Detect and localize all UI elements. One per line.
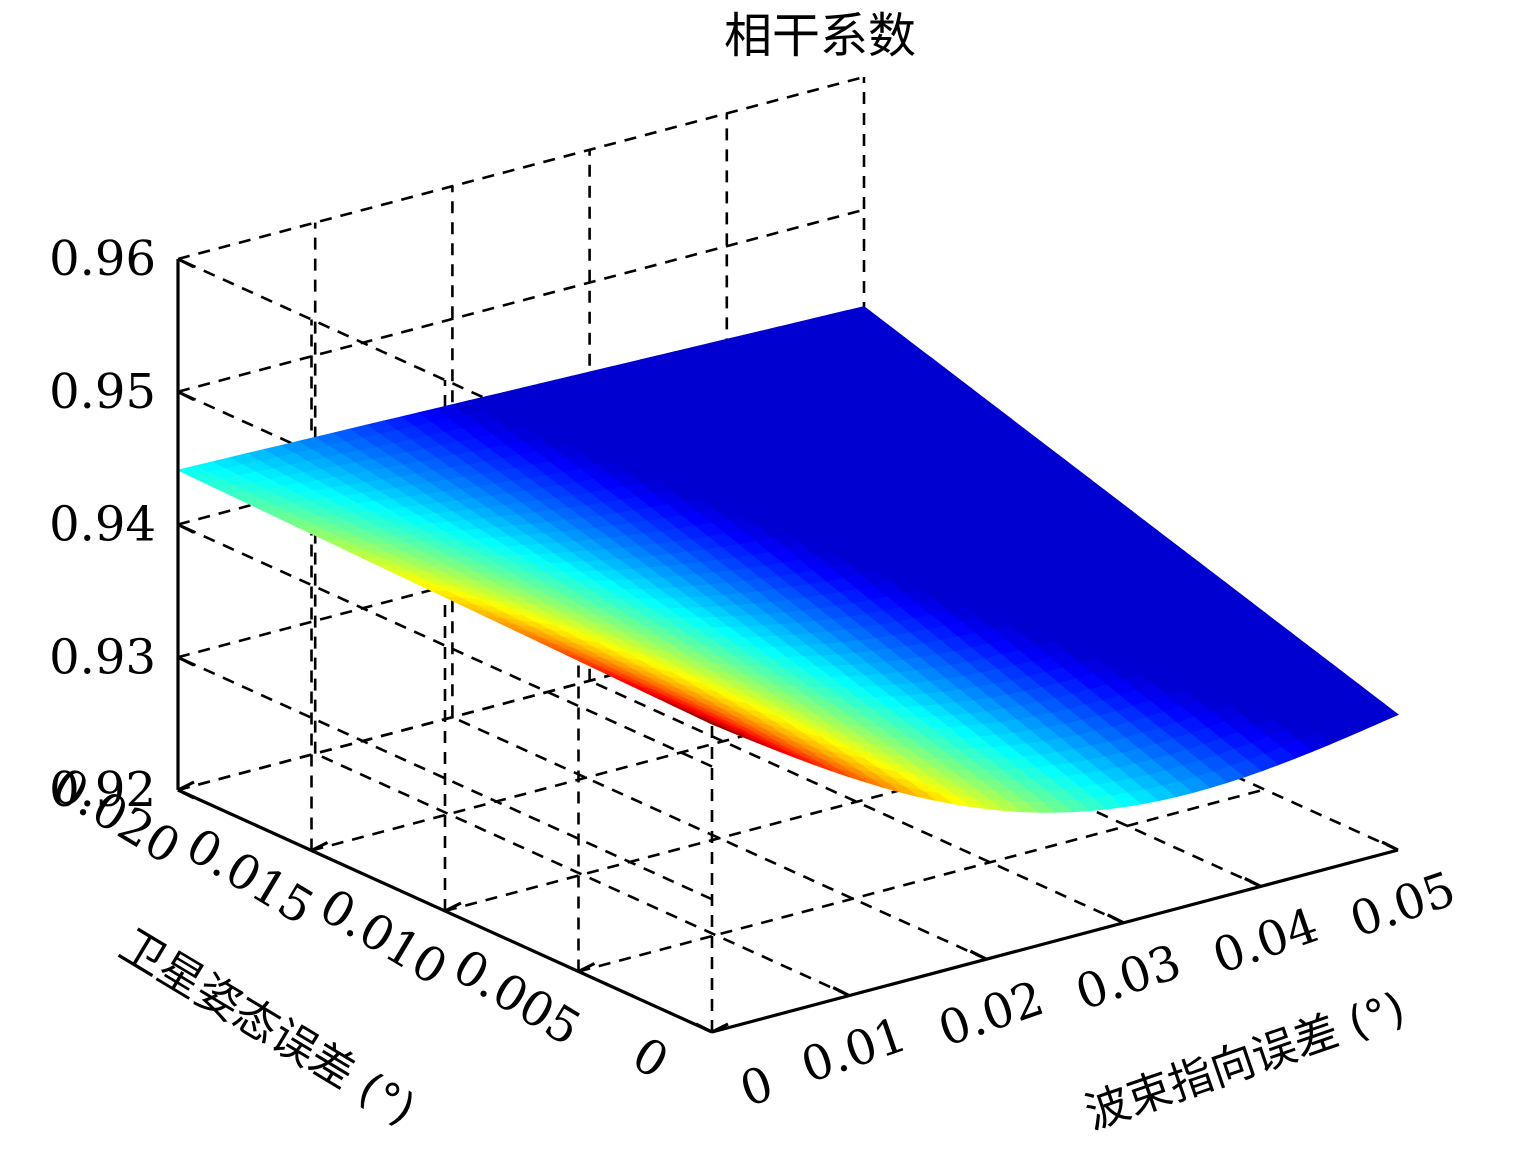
z-tick-mark	[177, 257, 195, 269]
y-tick-mark	[177, 780, 195, 792]
z-tick-mark	[177, 788, 195, 800]
floor-grid-line-x	[589, 679, 1125, 924]
z-tick-label: 0.95	[49, 364, 156, 420]
axes	[176, 257, 1399, 1034]
y-tick-label: 0	[623, 1026, 678, 1090]
x-axis-line	[711, 848, 1399, 1034]
chart-title: 相干系数	[724, 8, 916, 64]
x-tick-mark	[832, 986, 850, 998]
x-tick-mark	[1381, 840, 1399, 852]
z-tick-label: 0.96	[49, 231, 156, 287]
floor-grid-line-y	[578, 788, 1265, 973]
z-tick-label: 0.93	[49, 629, 156, 685]
y-tick-mark	[310, 841, 329, 852]
z-tick-label: 0.94	[49, 497, 156, 553]
side-wall-grid-horizontal	[177, 523, 713, 768]
x-tick-mark	[969, 949, 988, 961]
floor-grid-line-x	[451, 716, 987, 961]
x-tick-label: 0.04	[1206, 897, 1325, 985]
z-tick-label: 0.92	[49, 762, 156, 818]
x-tick-label: 0.03	[1069, 934, 1188, 1022]
y-tick-label: 0.005	[443, 938, 590, 1057]
x-tick-mark	[695, 1022, 713, 1034]
side-wall-grid-horizontal	[177, 390, 713, 635]
y-tick-mark	[444, 901, 462, 913]
side-wall-grid-horizontal	[177, 257, 713, 503]
y-tick-label: 0.015	[176, 817, 323, 936]
side-wall-grid-horizontal	[177, 656, 713, 901]
y-tick-label: 0.010	[310, 878, 457, 997]
floor-grid-line-x	[314, 752, 850, 997]
x-tick-label: 0.02	[932, 970, 1051, 1058]
surface-patch	[698, 717, 730, 732]
x-tick-label: 0	[733, 1055, 780, 1118]
surface-mesh	[176, 306, 1399, 813]
back-wall-grid-horizontal	[177, 75, 865, 261]
z-tick-mark	[177, 390, 195, 402]
x-tick-label: 0.05	[1343, 861, 1462, 949]
back-wall-grid-horizontal	[177, 208, 865, 394]
z-tick-mark	[177, 523, 195, 534]
y-tick-mark	[711, 1022, 729, 1034]
x-tick-label: 0.01	[794, 1007, 913, 1095]
y-tick-mark	[577, 962, 596, 973]
x-tick-mark	[1244, 876, 1262, 888]
x-tick-mark	[1106, 913, 1125, 925]
z-tick-mark	[177, 655, 195, 667]
